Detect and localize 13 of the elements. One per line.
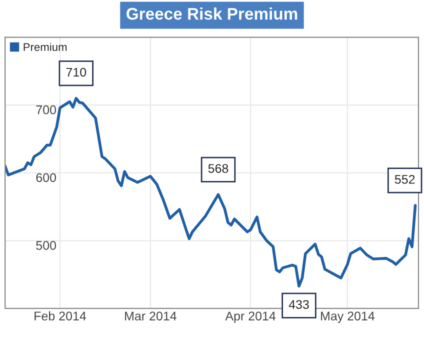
y-tick-label: 500 [36, 241, 56, 250]
x-tick-label: Feb 2014 [34, 311, 86, 320]
legend-label: Premium [24, 42, 67, 52]
chart-title: Greece Risk Premium [126, 7, 298, 20]
annotation: 568 [208, 164, 228, 173]
x-tick-label: Mar 2014 [125, 312, 176, 320]
y-tick-label: 600 [36, 173, 56, 182]
y-tick-label: 700 [36, 105, 56, 114]
x-tick-label: Apr 2014 [225, 312, 276, 323]
x-tick-label: May 2014 [321, 312, 375, 323]
annotation: 433 [288, 300, 309, 309]
annotation: 552 [394, 174, 415, 184]
annotation: 710 [66, 68, 86, 77]
